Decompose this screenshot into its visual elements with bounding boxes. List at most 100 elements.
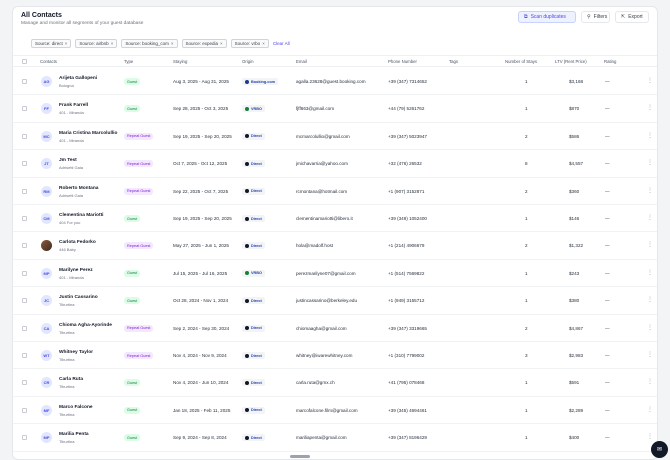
row-checkbox[interactable] [22,380,27,386]
more-options-icon[interactable]: ⋮ [647,105,653,112]
rating-cell: — [605,325,610,331]
row-checkbox[interactable] [22,325,27,331]
row-checkbox[interactable] [22,216,27,221]
column-phone[interactable]: Phone Number [388,59,417,64]
contact-location: Adrisetti Gaia [59,192,84,198]
column-email[interactable]: Email [296,59,307,64]
contact-name[interactable]: Frank Farrell [59,103,89,109]
column-staying[interactable]: Staying [173,59,188,64]
more-options-icon[interactable]: ⋮ [647,434,653,441]
contact-name[interactable]: Maria Cristina Marcolullio [59,130,118,136]
contact-name[interactable]: Arijeta Gallopeni [59,76,98,81]
more-options-icon[interactable]: ⋮ [647,324,653,331]
filter-chip[interactable]: Source: booking_com × [121,38,178,48]
close-icon[interactable]: × [262,40,265,46]
table-row[interactable]: Carlota Fedorko 446 Baby Repeat Guest May 2… [13,232,657,260]
origin-label: VRBO [251,106,262,111]
row-checkbox[interactable] [22,161,27,167]
table-header: Contacts Type Staying Origin Email Phone… [13,55,657,67]
chat-icon[interactable]: ✉ [651,441,668,458]
filters-button[interactable]: ⚲ Filters [581,11,610,23]
table-row[interactable]: FF Frank Farrell 401 - Miranda Guest Sep 28,… [13,95,657,123]
table-row[interactable]: AG Arijeta Gallopeni Bologna Guest Aug 3, 20… [13,68,657,96]
close-icon[interactable]: × [170,40,174,46]
table-row[interactable]: JT Jm Test Adrisetti Gaia Repeat Guest Oct 7… [13,150,657,178]
contact-name[interactable]: Clementina Mariotti [59,213,104,218]
column-tags[interactable]: Tags [449,59,459,64]
select-all-checkbox[interactable] [22,59,27,64]
more-options-icon[interactable]: ⋮ [647,78,653,84]
contact-name[interactable]: Jm Test [59,158,77,164]
column-contacts[interactable]: Contacts [40,59,57,64]
column-origin[interactable]: Origin [242,59,254,64]
close-icon[interactable]: × [64,40,68,46]
phone-cell: +39 (347) 3319665 [388,325,427,331]
more-options-icon[interactable]: ⋮ [647,269,653,276]
row-checkbox[interactable] [22,270,27,276]
row-checkbox[interactable] [22,298,27,304]
chip-label: Source: expedia [185,40,219,46]
more-options-icon[interactable]: ⋮ [647,187,653,194]
table-row[interactable]: MP Marilia Penta Tiburtina Guest Sep 9, 2024… [13,424,657,452]
contact-name[interactable]: Marilyne Perez [59,267,93,273]
more-options-icon[interactable]: ⋮ [647,215,653,221]
export-button[interactable]: ⇱ Export [615,11,649,23]
type-badge: Guest [124,105,141,113]
contact-name[interactable]: Whitney Taylor [59,350,94,355]
copy-icon: ⧉ [524,14,528,20]
more-options-icon[interactable]: ⋮ [647,297,653,304]
table-row[interactable]: WT Whitney Taylor Tiburtina Repeat Guest Nov… [13,342,657,370]
more-options-icon[interactable]: ⋮ [647,132,653,139]
table-row[interactable]: MP Marilyne Perez 401 - Miranda Guest Jul 15… [13,260,657,288]
contact-name[interactable]: Carla Ruta [59,377,83,383]
origin-icon [245,326,249,331]
column-type[interactable]: Type [124,59,134,64]
row-checkbox[interactable] [22,353,27,358]
row-checkbox[interactable] [22,133,27,139]
row-checkbox[interactable] [22,106,27,112]
more-options-icon[interactable]: ⋮ [647,242,653,249]
row-checkbox[interactable] [22,407,27,413]
contact-name[interactable]: Carlota Fedorko [59,240,96,246]
row-checkbox[interactable] [22,435,27,441]
horizontal-scrollbar[interactable] [290,455,310,458]
close-icon[interactable]: × [110,40,114,46]
avatar: RM [41,185,52,197]
filter-chip[interactable]: Source: expedia × [181,38,227,48]
row-checkbox[interactable] [22,243,27,249]
contact-name[interactable]: Chioma Agha-Ayorinde [59,322,112,328]
table-row[interactable]: MF Marco Falcone Tiburtina Guest Jan 18, 202… [13,397,657,425]
stays-cell: 1 [525,435,528,441]
table-row[interactable]: RM Roberto Montana Adrisetti Gaia Repeat Gu… [13,178,657,205]
more-options-icon[interactable]: ⋮ [647,160,653,167]
table-row[interactable]: MC Maria Cristina Marcolullio 401 - Mirand… [13,123,657,151]
contact-name[interactable]: Roberto Montana [59,185,99,191]
more-options-icon[interactable]: ⋮ [647,379,653,386]
close-icon[interactable]: × [220,40,223,46]
table-row[interactable]: CR Carla Ruta Tiburtina Guest Nov 4, 2024 - … [13,369,657,397]
scan-duplicates-button[interactable]: ⧉ Scan duplicates [518,11,576,23]
phone-cell: +39 (347) 5023947 [388,133,427,139]
column-stays[interactable]: Number of Stays [505,59,538,64]
more-options-icon[interactable]: ⋮ [647,352,653,358]
contact-name[interactable]: Justin Cassarino [59,295,98,301]
ltv-cell: $1,322 [569,243,584,249]
filter-chip[interactable]: Source: direct × [31,38,72,48]
origin-icon [245,189,249,194]
row-checkbox[interactable] [22,188,27,194]
column-ltv[interactable]: LTV (Rent Price) [555,59,587,64]
row-checkbox[interactable] [22,79,27,84]
table-row[interactable]: CM Clementina Mariotti 404 For you Guest Sep… [13,205,657,233]
clear-all-link[interactable]: Clear All [272,40,290,46]
filter-chip[interactable]: Source: vrbo × [230,38,269,48]
email-cell: carla.ruta@gmx.ch [296,380,335,386]
contact-name[interactable]: Marilia Penta [59,432,89,438]
table-row[interactable]: CA Chioma Agha-Ayorinde Tiburtina Repeat Gu… [13,315,657,342]
table-row[interactable]: JC Justin Cassarino Tiburtina Guest Oct 28, … [13,287,657,315]
contact-location: Adrisetti Gaia [59,165,84,171]
ltv-cell: $591 [569,380,580,386]
column-rating[interactable]: Rating [604,59,617,64]
contact-name[interactable]: Marco Falcone [59,404,93,410]
filter-chip[interactable]: Source: airbnb × [75,38,118,48]
more-options-icon[interactable]: ⋮ [647,406,653,413]
